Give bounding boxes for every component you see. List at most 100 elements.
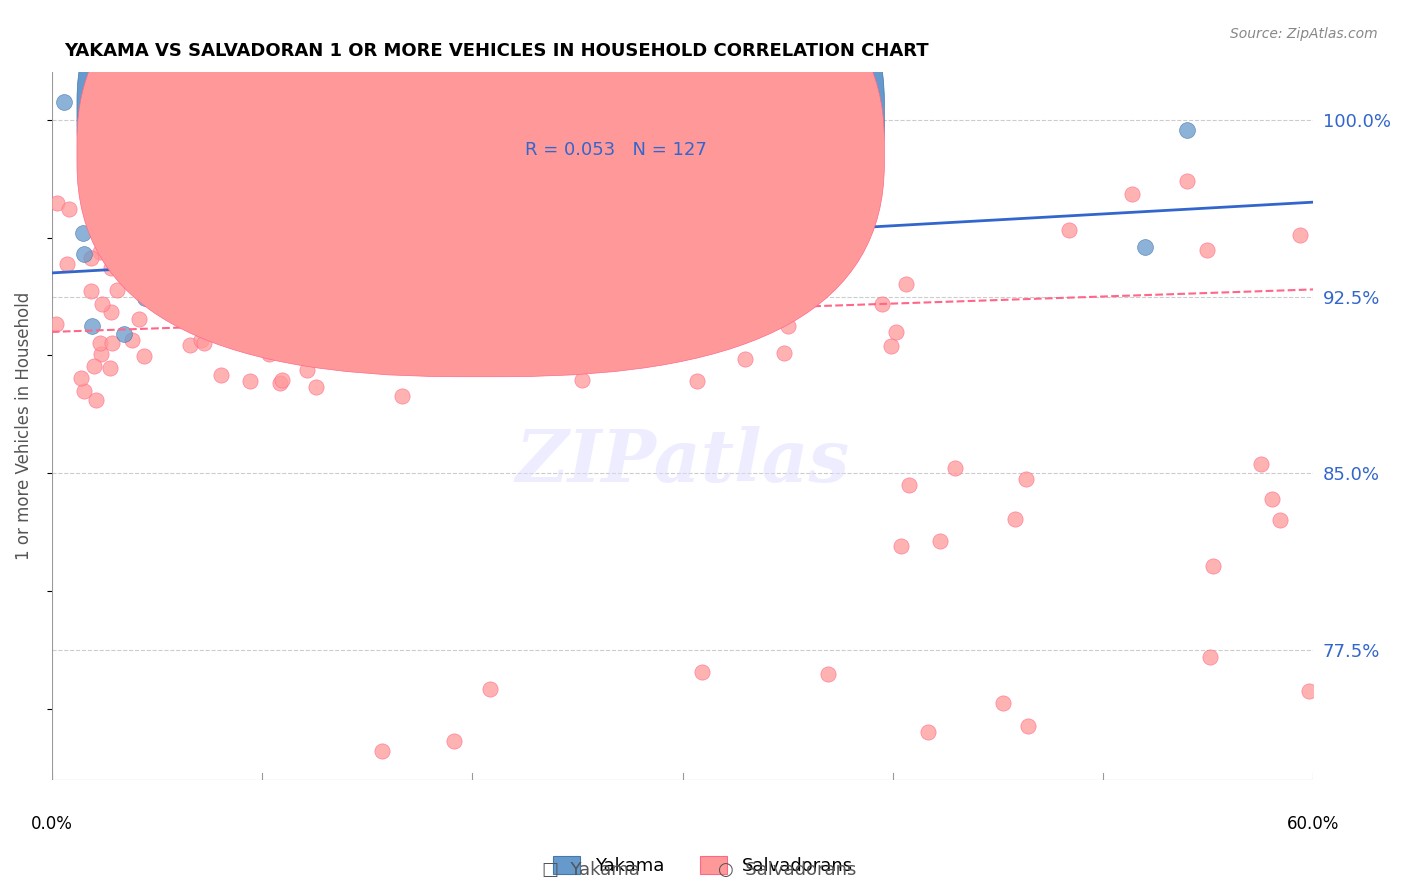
Text: 0.0%: 0.0%: [31, 815, 73, 833]
Point: [1057, 222, 1080, 236]
Point: [122, 181, 145, 195]
Point: [257, 346, 280, 360]
Text: 60.0%: 60.0%: [1286, 815, 1340, 833]
Point: [731, 172, 754, 186]
Point: [156, 185, 179, 199]
Point: [94, 194, 117, 209]
Point: [1195, 243, 1218, 257]
Point: [929, 533, 952, 548]
Point: [323, 259, 346, 273]
Point: [207, 321, 229, 335]
Point: [229, 195, 252, 210]
Point: [205, 190, 228, 204]
Point: [898, 477, 921, 491]
Point: [89, 244, 111, 259]
Point: [696, 285, 718, 299]
Point: [101, 335, 124, 350]
Point: [100, 261, 122, 276]
Point: [73, 247, 96, 261]
Point: [100, 200, 122, 214]
Point: [602, 165, 624, 179]
Point: [112, 327, 135, 342]
Point: [292, 235, 315, 249]
Point: [179, 299, 201, 313]
Text: ○  Salvadorans: ○ Salvadorans: [718, 861, 856, 879]
Point: [115, 156, 138, 170]
Point: [256, 210, 278, 224]
Point: [217, 252, 239, 267]
Point: [80, 284, 103, 298]
Point: [773, 345, 796, 359]
Point: [1199, 649, 1222, 664]
Point: [100, 305, 122, 319]
Point: [880, 339, 903, 353]
Point: [1202, 559, 1225, 574]
Point: [131, 227, 153, 241]
Point: [756, 186, 779, 200]
Point: [647, 266, 669, 280]
Point: [232, 259, 254, 273]
Point: [156, 185, 179, 199]
Point: [245, 294, 267, 309]
Point: [368, 334, 391, 348]
Point: [1250, 457, 1272, 471]
Point: [193, 335, 215, 350]
Point: [370, 744, 392, 758]
Legend: Yakama, Salvadorans: Yakama, Salvadorans: [546, 848, 860, 882]
Point: [299, 286, 322, 301]
Point: [157, 280, 180, 294]
Point: [776, 319, 799, 334]
Point: [70, 371, 93, 385]
Point: [232, 241, 254, 255]
Point: [430, 346, 453, 360]
Point: [260, 344, 283, 359]
Point: [347, 348, 370, 362]
Point: [872, 297, 894, 311]
Point: [118, 256, 141, 270]
Point: [894, 277, 917, 291]
Text: R = 0.053   N = 127: R = 0.053 N = 127: [524, 141, 707, 160]
Point: [295, 362, 318, 376]
FancyBboxPatch shape: [77, 0, 884, 376]
Point: [479, 681, 502, 696]
Point: [239, 374, 262, 388]
Point: [884, 325, 907, 339]
Point: [163, 186, 186, 200]
Text: YAKAMA VS SALVADORAN 1 OR MORE VEHICLES IN HOUSEHOLD CORRELATION CHART: YAKAMA VS SALVADORAN 1 OR MORE VEHICLES …: [65, 42, 929, 60]
Point: [131, 141, 153, 155]
Point: [1133, 240, 1156, 254]
Point: [209, 368, 232, 383]
Text: R = 0.279   N =  27: R = 0.279 N = 27: [524, 103, 702, 120]
Point: [638, 289, 661, 303]
Point: [1017, 719, 1039, 733]
Point: [72, 226, 94, 240]
Point: [271, 373, 294, 387]
Point: [280, 281, 302, 295]
Point: [346, 281, 368, 295]
Point: [321, 284, 343, 298]
Point: [502, 273, 524, 287]
Point: [1298, 683, 1320, 698]
Point: [571, 373, 593, 387]
Point: [391, 389, 413, 403]
Point: [121, 333, 143, 347]
Point: [472, 232, 495, 246]
Point: [108, 201, 131, 215]
Text: Source: ZipAtlas.com: Source: ZipAtlas.com: [1230, 27, 1378, 41]
Point: [163, 274, 186, 288]
Point: [56, 257, 79, 271]
Point: [544, 89, 567, 103]
Point: [430, 307, 453, 321]
Y-axis label: 1 or more Vehicles in Household: 1 or more Vehicles in Household: [15, 292, 32, 560]
Point: [134, 350, 156, 364]
Point: [1004, 511, 1026, 525]
Point: [205, 217, 228, 231]
Point: [945, 460, 967, 475]
Point: [991, 696, 1014, 710]
Point: [89, 336, 111, 351]
Point: [190, 333, 212, 347]
Point: [239, 315, 262, 329]
Point: [90, 347, 112, 361]
Point: [337, 343, 360, 358]
Point: [224, 310, 246, 324]
